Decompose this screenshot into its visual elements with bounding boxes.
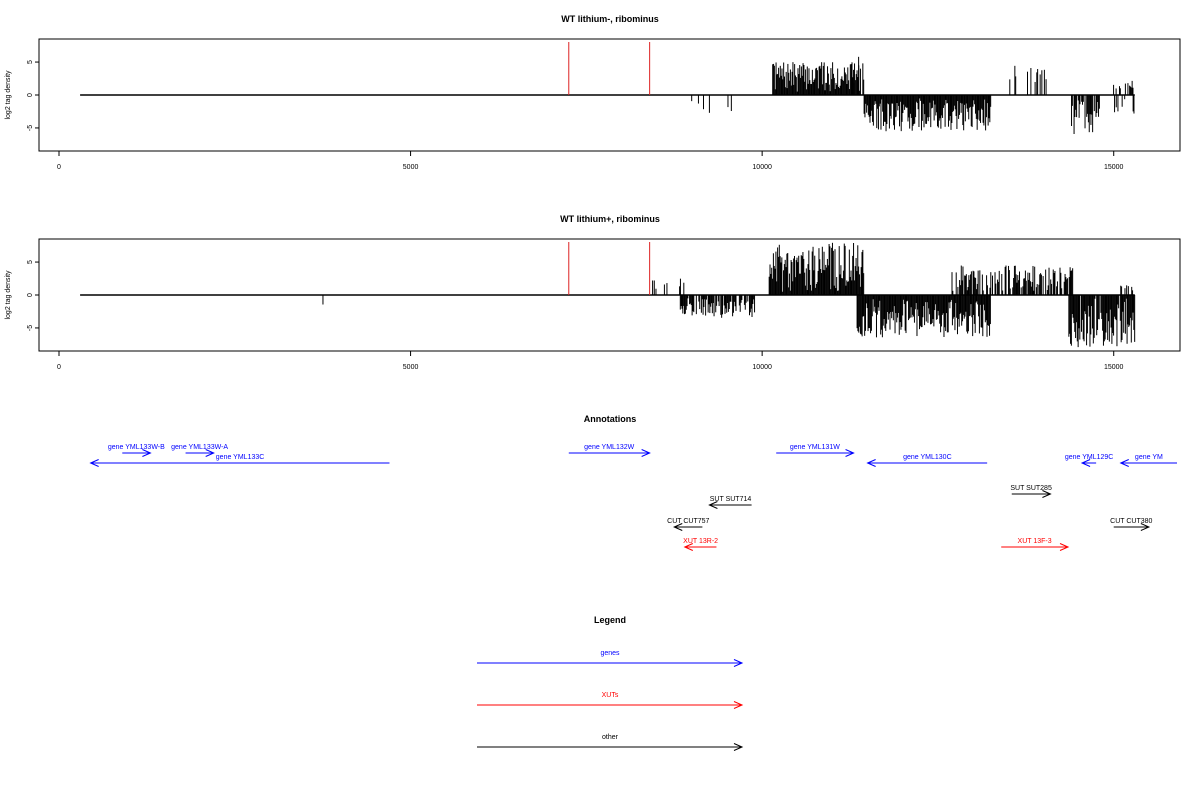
annotation-arrow-head [1140,523,1151,531]
annotation-label: CUT CUT757 [667,518,709,525]
annotation-label: SUT SUT285 [1010,485,1052,492]
annotation-arrow-head [866,459,876,467]
annotation-label: CUT CUT380 [1110,518,1152,525]
y-tick-label: 0 [27,293,34,297]
annotation-label: gene YML129C [1065,454,1114,461]
annotation-label: XUT 13F-3 [1018,538,1052,545]
x-tick-label: 15000 [1104,164,1124,171]
annotation-arrow-head [1042,490,1052,498]
annotation-arrow-head [142,449,152,457]
annotations-title: Annotations [584,414,637,424]
y-tick-label: -5 [27,325,34,331]
annotation-arrow-head [205,449,215,457]
annotation-arrow-head [1059,543,1070,551]
x-tick-label: 5000 [403,164,419,171]
annotation-label: gene YML133W-A [171,444,228,451]
legend-label: genes [600,650,620,657]
y-tick-label: 0 [27,93,34,97]
annotation-arrow-head [845,449,855,457]
annotation-label: gene YML130C [903,454,952,461]
x-tick-label: 15000 [1104,364,1124,371]
annotation-arrow-head [683,543,693,551]
legend-arrow-head [733,659,744,667]
y-tick-label: 5 [27,60,34,64]
annotation-arrow-head [708,501,718,509]
annotation-arrow-head [1119,459,1129,467]
x-tick-label: 10000 [752,364,772,371]
annotation-label: gene YML133W-B [108,444,165,451]
track-panel-lithium-plus: WT lithium+, ribominus log2 tag density -5… [5,214,1181,371]
annotation-arrow-head [673,523,683,531]
legend-label: XUTs [602,692,619,699]
x-tick-label: 5000 [403,364,419,371]
chart-title: WT lithium-, ribominus [561,14,659,24]
annotation-arrow-head [641,449,651,457]
x-tick-label: 10000 [752,164,772,171]
y-axis-label: log2 tag density [5,70,12,120]
annotation-label: gene YM [1135,454,1163,461]
x-tick-label: 0 [57,364,61,371]
y-tick-label: -5 [27,125,34,131]
annotations-panel: Annotations gene YML133W-B gene YML133W-A g… [89,414,1177,551]
annotation-label: gene YML133C [216,454,265,461]
annotation-label: gene YML131W [790,444,840,451]
legend-arrow-head [733,701,744,709]
x-tick-label: 0 [57,164,61,171]
legend-panel: Legend genes XUTs other [477,615,744,751]
y-tick-label: 5 [27,260,34,264]
y-axis-label: log2 tag density [5,270,12,320]
annotation-label: gene YML132W [584,444,634,451]
track-panel-lithium-minus: WT lithium-, ribominus log2 tag density -5… [5,14,1181,171]
annotation-arrow-head [1080,459,1091,467]
legend-title: Legend [594,615,626,625]
legend-arrow-head [733,743,744,751]
annotation-label: SUT SUT714 [710,496,752,503]
chart-title: WT lithium+, ribominus [560,214,660,224]
legend-label: other [602,734,619,741]
annotation-label: XUT 13R-2 [683,538,718,545]
annotation-arrow-head [89,459,99,467]
